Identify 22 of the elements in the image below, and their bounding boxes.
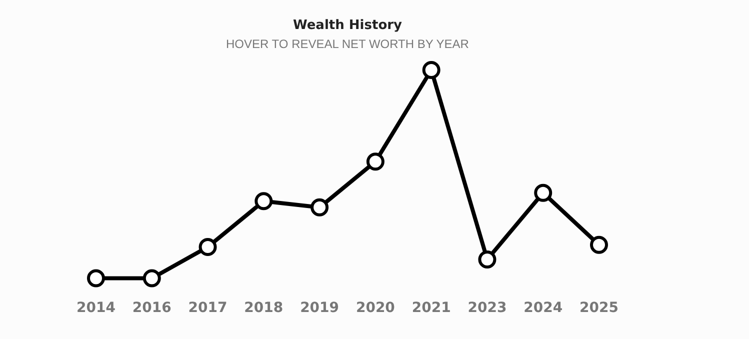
x-tick-label: 2014 <box>76 300 116 316</box>
x-tick-label: 2025 <box>580 300 618 316</box>
point <box>366 152 384 171</box>
point <box>198 238 217 256</box>
x-tick-label: 2021 <box>412 300 451 316</box>
point <box>87 269 105 288</box>
chart-title: Wealth History <box>292 18 403 34</box>
x-tick-label: 2016 <box>132 300 172 316</box>
point <box>590 236 608 254</box>
x-tick-label: 2023 <box>468 300 507 316</box>
x-tick-label: 2020 <box>356 300 396 316</box>
chart-subtitle: HOVER TO REVEAL NET WORTH BY YEAR <box>226 37 470 52</box>
point <box>142 269 161 288</box>
point <box>422 61 440 79</box>
point <box>254 192 273 210</box>
x-tick-label: 2024 <box>524 300 563 316</box>
point <box>478 250 496 268</box>
point <box>534 184 552 202</box>
point <box>310 198 329 216</box>
x-tick-label: 2018 <box>244 300 284 316</box>
x-tick-label: 2017 <box>188 300 228 316</box>
x-tick-label: 2019 <box>300 300 340 316</box>
